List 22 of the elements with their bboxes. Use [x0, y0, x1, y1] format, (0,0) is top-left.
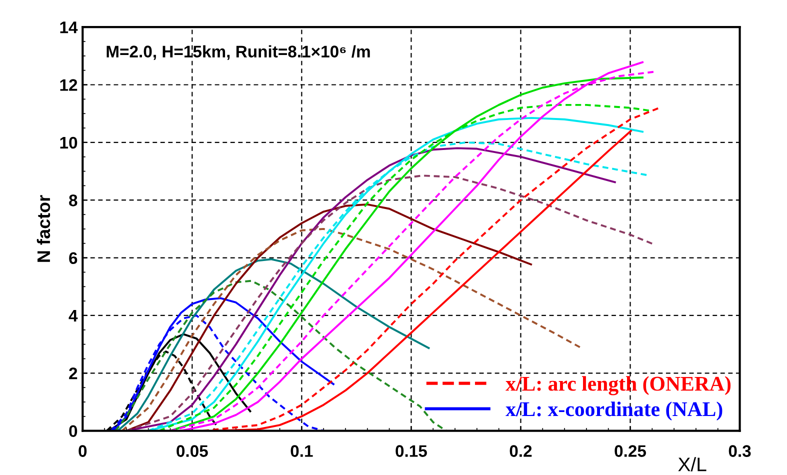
- x-tick-label: 0.1: [290, 445, 313, 457]
- x-tick-label: 0: [78, 445, 87, 457]
- y-tick-label: 2: [69, 368, 78, 380]
- x-tick-label: 0.2: [510, 445, 532, 457]
- x-tick-label: 0.15: [396, 445, 427, 457]
- y-tick-label: 4: [68, 310, 78, 322]
- y-tick-label: 8: [69, 194, 78, 206]
- x-axis-title: X/L: [678, 457, 706, 472]
- y-tick-label: 10: [60, 136, 78, 149]
- annotation: M=2.0, H=15km, Runit=8.1×10⁶ /m: [106, 45, 370, 60]
- legend-label: x/L: x-coordinate (NAL): [506, 402, 722, 420]
- y-tick-label: 12: [60, 79, 78, 91]
- x-tick-label: 0.25: [614, 445, 646, 457]
- x-tick-label: 0.3: [728, 445, 751, 457]
- legend-label: x/L: arc length (ONERA): [506, 376, 731, 396]
- line-series: [114, 280, 448, 431]
- y-tick-label: 14: [60, 22, 78, 34]
- line-series: [116, 258, 430, 431]
- x-tick-label: 0.05: [176, 445, 208, 457]
- y-axis-title: N factor: [36, 195, 50, 262]
- y-tick-label: 0: [69, 425, 78, 438]
- y-tick-label: 6: [69, 252, 78, 264]
